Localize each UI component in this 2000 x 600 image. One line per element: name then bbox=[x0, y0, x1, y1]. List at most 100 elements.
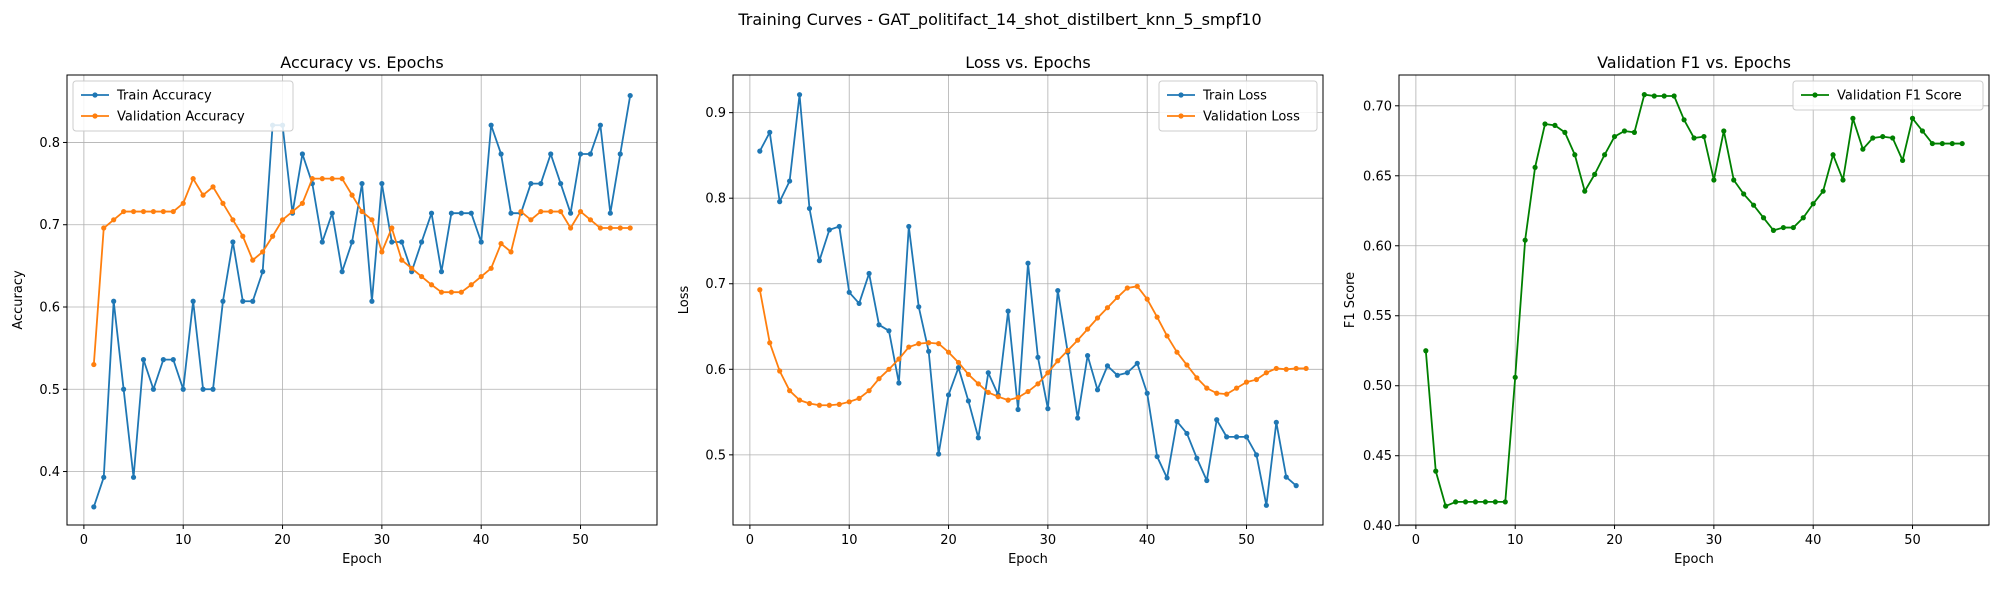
data-point bbox=[597, 122, 603, 128]
data-point bbox=[260, 249, 266, 255]
data-point bbox=[1959, 140, 1965, 147]
data-point bbox=[567, 225, 574, 231]
data-point bbox=[140, 208, 147, 215]
x-tick-label: 30 bbox=[1040, 533, 1057, 548]
y-tick-label: 0.5 bbox=[705, 448, 726, 463]
data-point bbox=[359, 208, 365, 215]
data-point bbox=[379, 249, 385, 255]
data-point bbox=[1661, 93, 1667, 99]
data-point bbox=[1790, 224, 1796, 231]
data-point bbox=[1104, 305, 1111, 311]
data-point bbox=[438, 269, 445, 275]
data-point bbox=[448, 289, 454, 295]
data-point bbox=[170, 357, 176, 363]
data-point bbox=[419, 273, 425, 280]
y-tick-label: 0.65 bbox=[1363, 169, 1392, 184]
data-point bbox=[1045, 370, 1051, 376]
legend-box bbox=[72, 80, 294, 132]
data-point bbox=[1572, 152, 1578, 158]
data-point bbox=[1443, 503, 1449, 509]
data-point bbox=[1144, 390, 1150, 396]
data-point bbox=[796, 397, 803, 403]
data-point bbox=[1164, 475, 1170, 481]
data-point bbox=[419, 239, 425, 245]
data-point bbox=[1114, 372, 1120, 378]
data-point bbox=[607, 210, 613, 216]
data-point bbox=[299, 151, 305, 157]
data-point bbox=[1721, 128, 1727, 134]
data-point bbox=[1085, 353, 1091, 359]
data-point bbox=[757, 287, 763, 293]
data-point bbox=[101, 225, 107, 231]
data-point bbox=[369, 298, 375, 304]
x-axis-label: Epoch bbox=[342, 552, 382, 567]
data-point bbox=[1075, 337, 1081, 343]
data-point bbox=[488, 122, 494, 128]
data-point bbox=[210, 386, 216, 392]
figure-suptitle: Training Curves - GAT_politifact_14_shot… bbox=[737, 10, 1261, 30]
data-point bbox=[965, 371, 972, 378]
data-point bbox=[1015, 406, 1021, 413]
data-point bbox=[1850, 115, 1856, 121]
data-point bbox=[627, 92, 633, 99]
data-point bbox=[1552, 122, 1558, 128]
data-point bbox=[558, 208, 564, 215]
data-point bbox=[1830, 152, 1836, 158]
data-point bbox=[1055, 287, 1061, 294]
data-point bbox=[160, 357, 166, 363]
data-point bbox=[1293, 365, 1299, 372]
data-point bbox=[1880, 133, 1886, 140]
data-point bbox=[1124, 370, 1130, 376]
data-point bbox=[1164, 333, 1170, 339]
data-point bbox=[975, 435, 981, 441]
data-point bbox=[567, 210, 574, 216]
x-axis-label: Epoch bbox=[1008, 552, 1048, 567]
x-tick-label: 20 bbox=[1606, 533, 1623, 548]
x-tick-label: 50 bbox=[1904, 533, 1921, 548]
data-point bbox=[200, 386, 206, 392]
data-point bbox=[846, 399, 852, 405]
data-point bbox=[1224, 434, 1230, 440]
data-point bbox=[787, 178, 793, 184]
data-point bbox=[1253, 452, 1260, 458]
data-point bbox=[985, 370, 991, 376]
legend: Train Accuracy Validation Accuracy bbox=[72, 80, 294, 132]
data-point bbox=[1214, 417, 1220, 423]
data-point bbox=[985, 389, 991, 395]
data-point bbox=[329, 210, 335, 216]
data-point bbox=[111, 298, 117, 304]
data-point bbox=[389, 225, 395, 231]
data-point bbox=[1263, 502, 1269, 508]
data-point bbox=[180, 386, 186, 392]
y-tick-label: 0.8 bbox=[705, 192, 726, 207]
data-point bbox=[1273, 419, 1279, 425]
data-point bbox=[210, 184, 216, 190]
data-point bbox=[1890, 135, 1896, 141]
x-tick-label: 0 bbox=[80, 533, 88, 548]
data-point bbox=[1005, 308, 1011, 314]
data-point bbox=[508, 249, 514, 255]
data-point bbox=[896, 380, 902, 386]
data-point bbox=[806, 205, 813, 212]
data-point bbox=[1681, 117, 1687, 123]
data-point bbox=[299, 200, 305, 206]
legend-marker bbox=[1812, 92, 1818, 98]
data-point bbox=[250, 298, 256, 304]
axes-frame bbox=[1398, 74, 1990, 526]
legend-label: Validation Accuracy bbox=[117, 110, 245, 125]
data-point bbox=[1860, 146, 1866, 152]
legend-label: Validation Loss bbox=[1203, 110, 1300, 125]
data-point bbox=[1233, 385, 1240, 391]
x-tick-label: 40 bbox=[473, 533, 490, 548]
y-tick-label: 0.9 bbox=[705, 106, 726, 121]
data-point bbox=[409, 265, 415, 271]
x-tick-label: 50 bbox=[1238, 533, 1255, 548]
data-point bbox=[1621, 128, 1628, 134]
y-axis-label: Loss bbox=[677, 286, 692, 315]
x-tick-label: 10 bbox=[1507, 533, 1524, 548]
data-point bbox=[468, 282, 474, 288]
data-point bbox=[1840, 177, 1846, 183]
data-point bbox=[1224, 391, 1230, 397]
data-point bbox=[220, 200, 226, 206]
